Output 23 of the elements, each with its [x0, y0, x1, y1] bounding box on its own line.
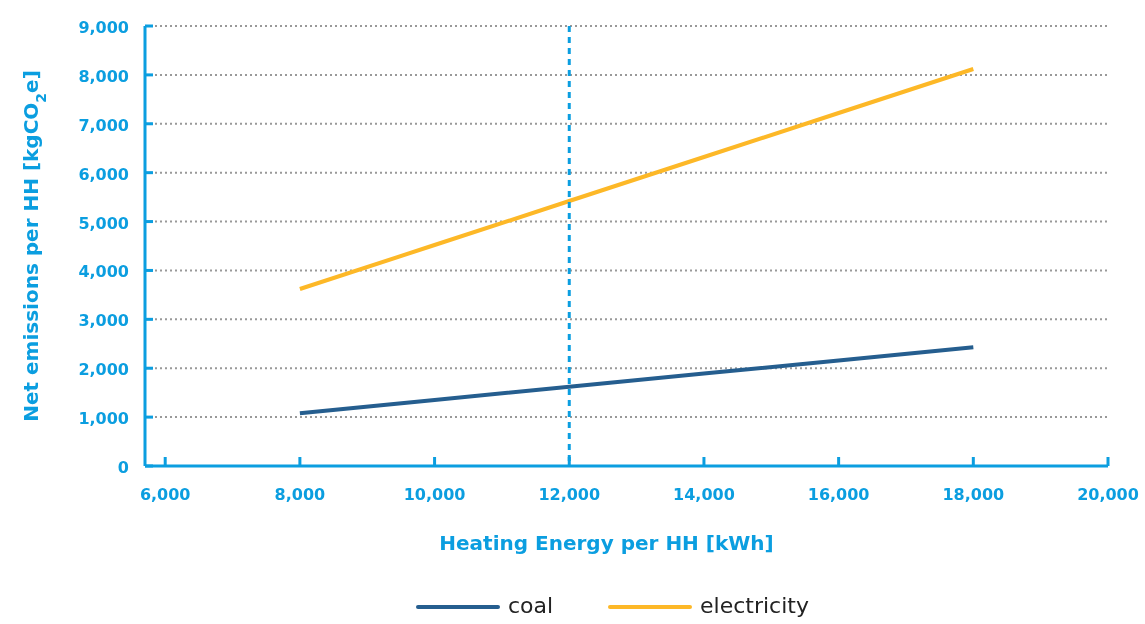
- y-tick-label: 7,000: [78, 115, 129, 135]
- legend-label: coal: [508, 593, 554, 618]
- y-tick-label: 0: [117, 458, 129, 477]
- y-tick-label: 6,000: [78, 164, 129, 184]
- legend-label: electricity: [700, 593, 809, 618]
- x-tick-label: 16,000: [807, 485, 870, 504]
- line-series: [297, 345, 976, 416]
- x-tick-label: 12,000: [538, 485, 601, 504]
- y-tick-label: 5,000: [78, 213, 129, 233]
- x-tick-label: 14,000: [673, 485, 735, 504]
- y-tick-label: 8,000: [78, 66, 129, 86]
- line-series: [297, 67, 976, 292]
- x-tick-label: 20,000: [1077, 485, 1139, 504]
- x-tick-label: 10,000: [403, 485, 466, 504]
- x-tick-label: 6,000: [139, 485, 191, 504]
- x-tick-label: 8,000: [274, 485, 326, 504]
- y-tick-label: 2,000: [78, 360, 129, 380]
- y-tick-label: 3,000: [78, 311, 129, 331]
- y-tick-label: 4,000: [78, 262, 129, 282]
- y-tick-label: 9,000: [78, 18, 129, 37]
- x-tick-label: 18,000: [942, 485, 1005, 504]
- x-axis-title: Heating Energy per HH [kWh]: [439, 531, 774, 555]
- y-tick-label: 1,000: [78, 409, 129, 429]
